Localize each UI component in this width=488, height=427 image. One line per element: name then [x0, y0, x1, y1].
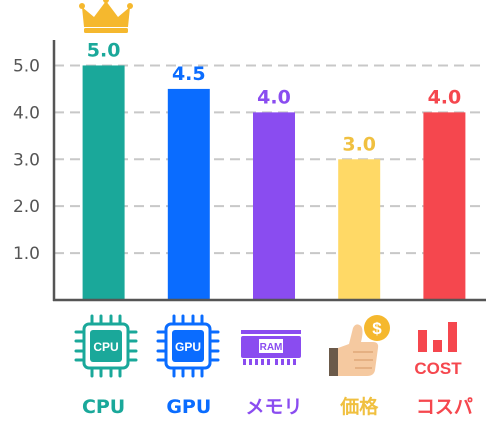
value-label: 4.5	[172, 63, 206, 85]
bar-3	[253, 112, 295, 300]
ram-icon-text: RAM	[260, 342, 283, 353]
category-label: CPU	[82, 396, 125, 418]
bars	[82, 65, 466, 300]
y-tick-labels: 1.0 2.0 3.0 4.0 5.0	[13, 56, 40, 264]
value-labels: 5.0 4.5 4.0 3.0 4.0	[87, 39, 461, 155]
value-label: 4.0	[428, 86, 462, 108]
value-label: 5.0	[87, 39, 121, 61]
thumbs-up-coin-icon: $	[329, 315, 390, 376]
category-label: GPU	[166, 396, 211, 418]
gpu-chip-icon: GPU	[156, 314, 220, 378]
category-label: 価格	[339, 395, 379, 418]
bar-2	[167, 88, 210, 300]
value-label: 3.0	[342, 133, 376, 155]
cost-icon-text: COST	[414, 359, 462, 378]
gpu-icon-text: GPU	[175, 340, 201, 354]
y-tick-label: 3.0	[13, 150, 40, 170]
bar-1	[82, 65, 125, 300]
category-labels: CPU GPU メモリ 価格 コスパ	[82, 395, 473, 418]
y-tick-label: 2.0	[13, 197, 40, 217]
crown-icon	[79, 0, 133, 33]
y-tick-label: 5.0	[13, 56, 40, 76]
cpu-chip-icon: CPU	[74, 314, 138, 378]
category-label: コスパ	[416, 396, 473, 418]
y-tick-label: 4.0	[13, 103, 40, 123]
cpu-icon-text: CPU	[93, 340, 118, 354]
coin-icon-text: $	[372, 319, 382, 338]
bar-4	[338, 159, 381, 300]
value-label: 4.0	[257, 86, 291, 108]
category-label: メモリ	[245, 396, 302, 418]
ram-memory-icon: RAM	[241, 330, 301, 365]
cost-bars-icon: COST	[414, 322, 462, 378]
bar-5	[423, 112, 466, 300]
y-tick-label: 1.0	[13, 244, 40, 264]
